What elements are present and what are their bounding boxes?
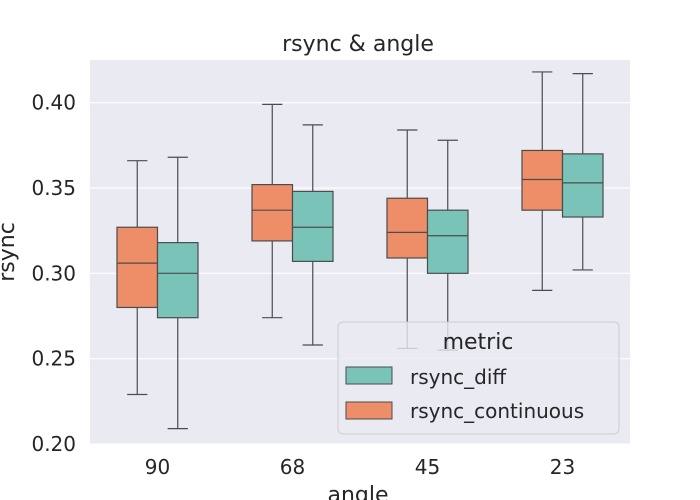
y-tick-label: 0.40 <box>31 91 76 115</box>
y-tick-label: 0.30 <box>31 261 76 285</box>
x-tick-label: 68 <box>280 455 305 479</box>
x-tick-label: 90 <box>145 455 170 479</box>
x-tick-label: 45 <box>415 455 440 479</box>
y-axis-label: rsync <box>0 222 20 282</box>
box-body <box>156 242 199 319</box>
x-axis-label: angle <box>327 483 388 500</box>
box-rsync_continuous-68 <box>251 103 294 319</box>
legend: metric rsync_diff rsync_continuous <box>337 321 620 435</box>
y-tick-label: 0.35 <box>31 176 76 200</box>
box-rsync_diff-23 <box>561 73 604 271</box>
chart-title: rsync & angle <box>282 32 434 57</box>
box-rsync_continuous-45 <box>386 129 429 350</box>
box-body <box>561 153 604 218</box>
box-body <box>521 149 564 211</box>
box-body <box>426 209 469 274</box>
legend-label-rsync-diff: rsync_diff <box>410 365 507 389</box>
box-body <box>291 190 334 262</box>
legend-title: metric <box>443 330 514 355</box>
box-body <box>251 183 294 242</box>
legend-swatch-rsync-continuous <box>345 401 393 420</box>
box-rsync_diff-68 <box>291 124 334 346</box>
y-tick-label: 0.25 <box>31 347 76 371</box>
x-tick-label: 23 <box>550 455 575 479</box>
box-rsync_diff-45 <box>426 139 469 351</box>
box-rsync_diff-90 <box>156 156 199 430</box>
box-rsync_continuous-23 <box>521 71 564 291</box>
x-tick-labels: 90 68 45 23 <box>145 455 575 479</box>
box-rsync_continuous-90 <box>116 160 159 396</box>
y-tick-labels: 0.20 0.25 0.30 0.35 0.40 <box>31 91 76 456</box>
legend-swatch-rsync-diff <box>345 366 393 385</box>
box-body <box>386 197 429 259</box>
legend-label-rsync-continuous: rsync_continuous <box>410 399 584 423</box>
y-tick-label: 0.20 <box>31 432 76 456</box>
box-body <box>116 226 159 309</box>
boxes-group <box>116 71 604 430</box>
legend-box <box>337 321 620 435</box>
